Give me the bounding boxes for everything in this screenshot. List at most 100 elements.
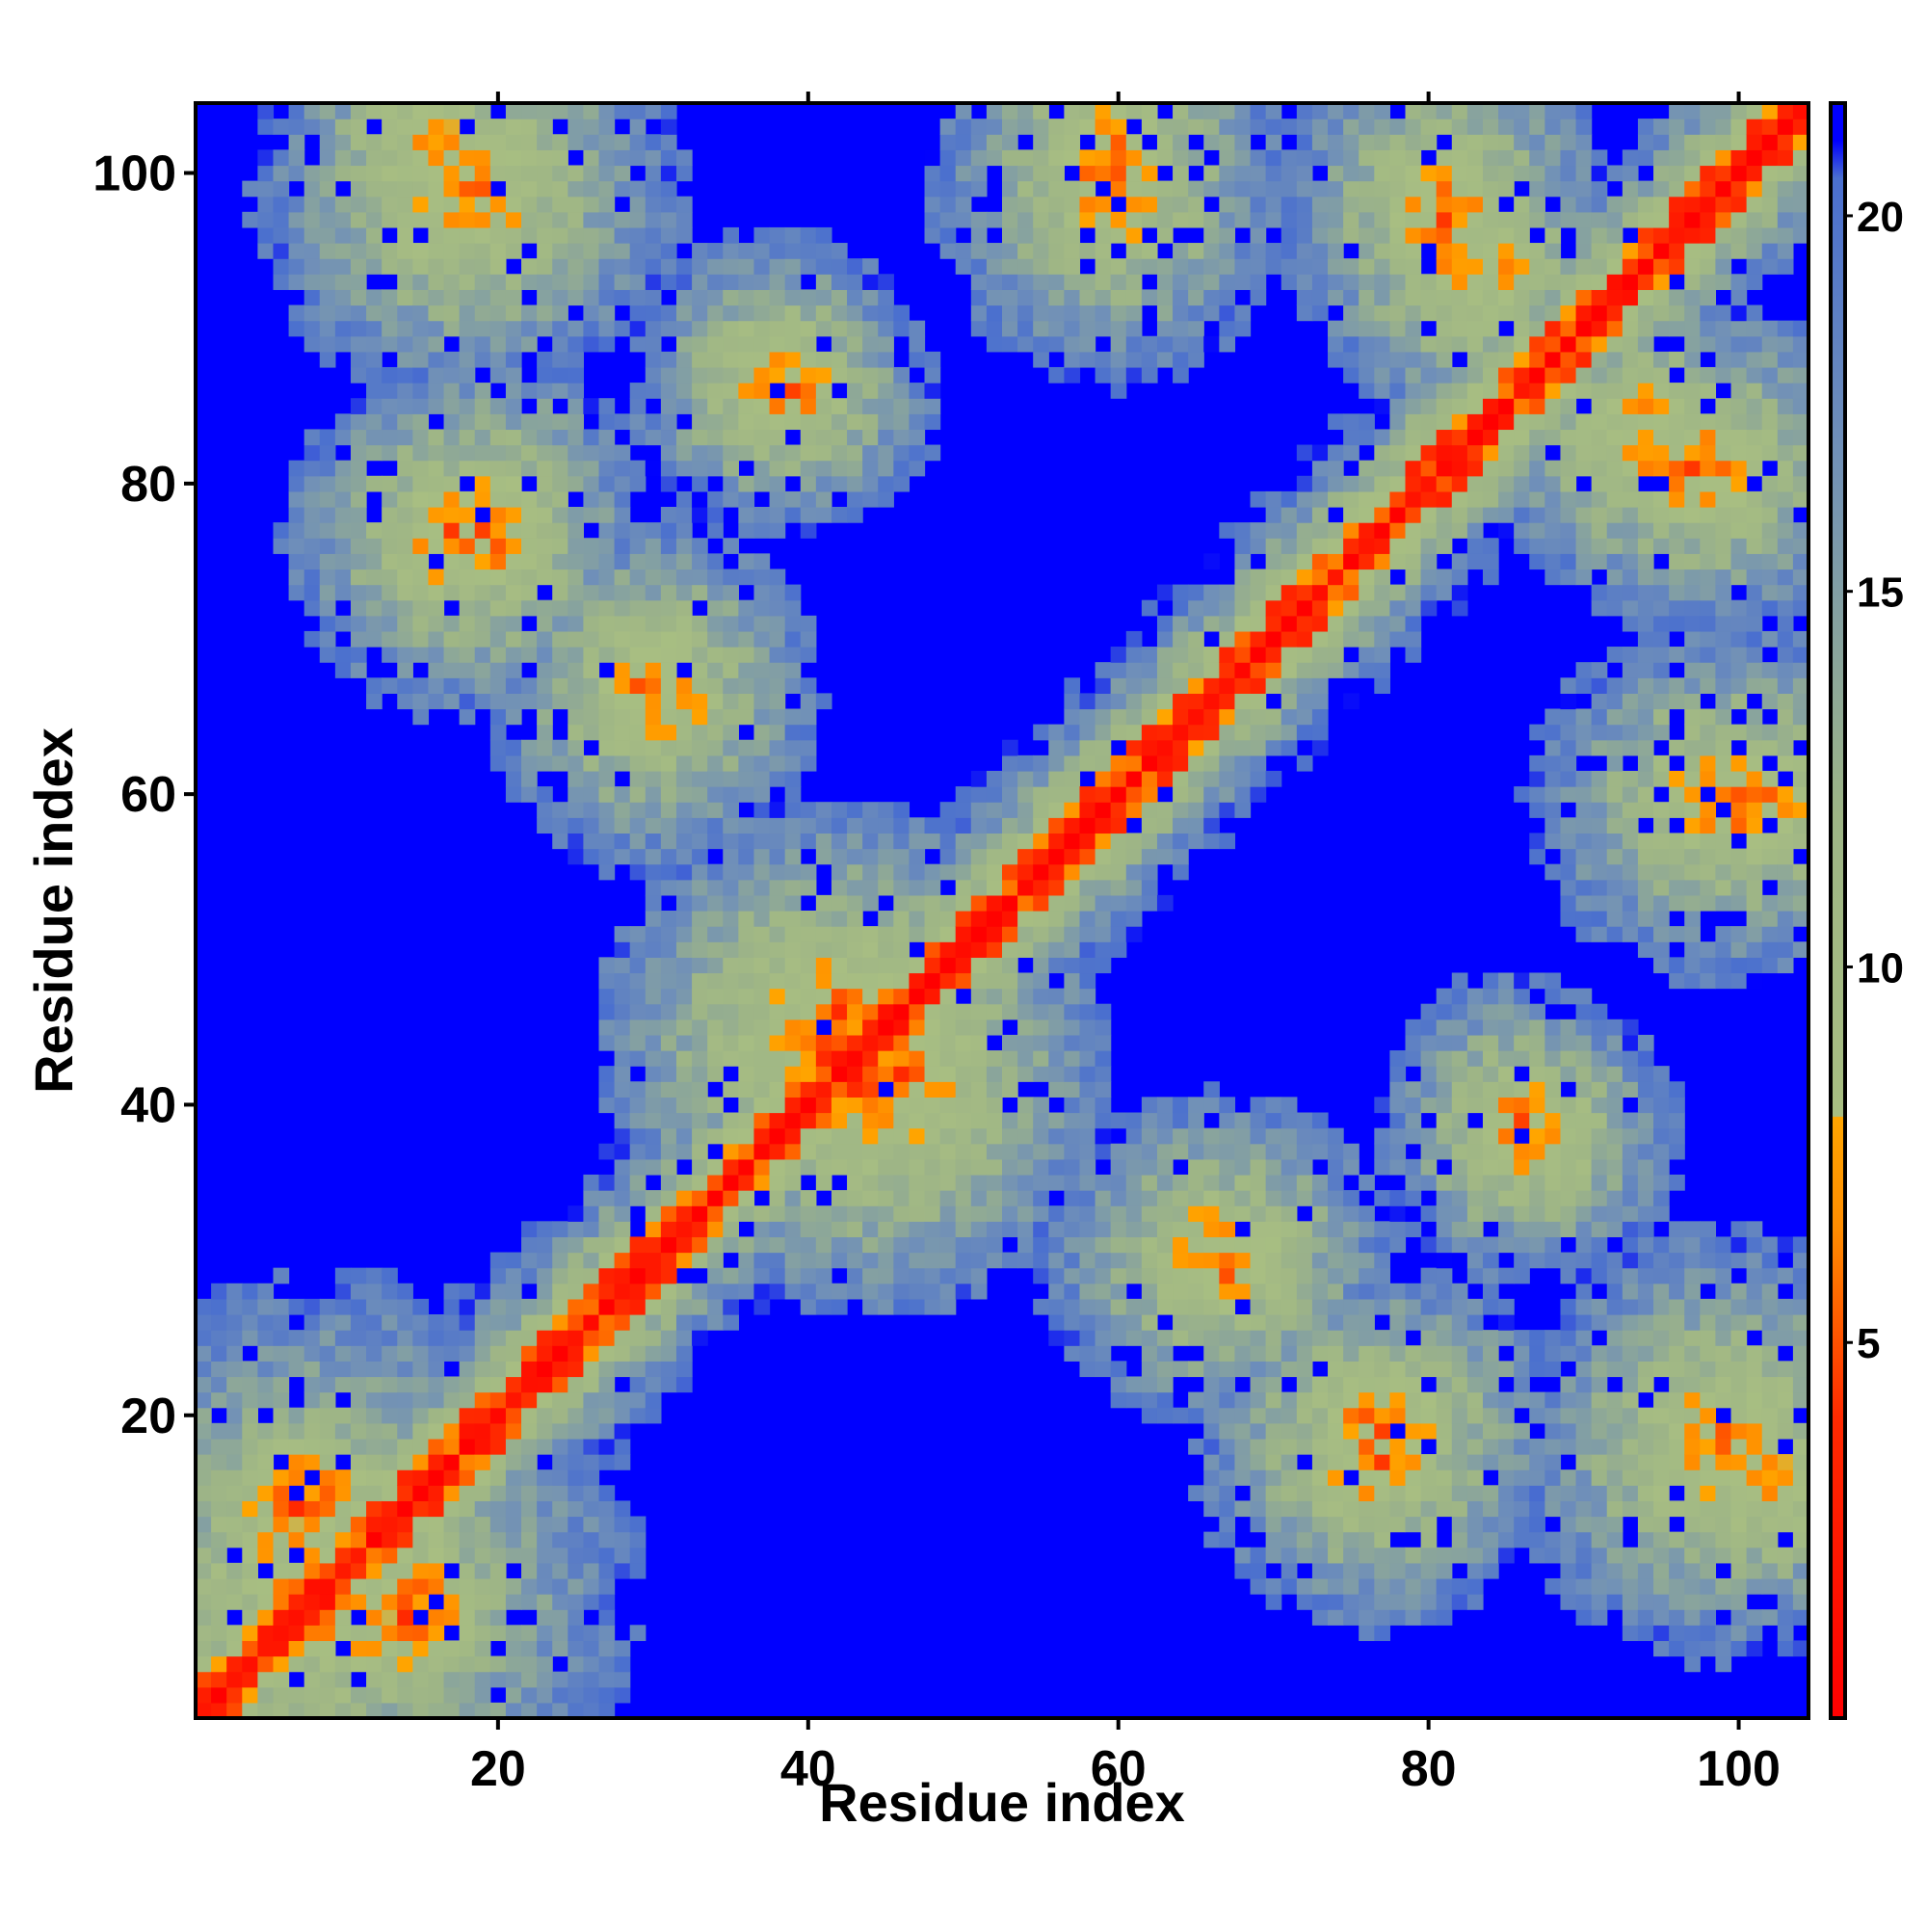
heatmap-cell <box>955 1127 972 1145</box>
heatmap-cell <box>1250 165 1267 182</box>
heatmap-cell <box>1420 1469 1438 1486</box>
heatmap-cell <box>893 863 911 881</box>
heatmap-cell <box>1064 226 1081 244</box>
heatmap-cell <box>1498 335 1515 353</box>
heatmap-cell <box>723 1034 739 1051</box>
heatmap-cell <box>878 957 894 974</box>
heatmap-cell <box>319 226 336 244</box>
heatmap-cell <box>288 1594 305 1610</box>
heatmap-cell <box>645 863 662 881</box>
heatmap-cell <box>660 1034 677 1051</box>
heatmap-cell <box>1280 1283 1298 1300</box>
heatmap-cell <box>1188 708 1204 726</box>
heatmap-cell <box>598 1019 616 1036</box>
heatmap-cell <box>598 304 616 322</box>
heatmap-cell <box>505 1625 522 1642</box>
heatmap-cell <box>1110 941 1127 958</box>
heatmap-cell <box>537 817 553 834</box>
heatmap-cell <box>412 429 430 446</box>
heatmap-cell <box>397 1361 413 1378</box>
heatmap-cell <box>382 1345 398 1362</box>
heatmap-cell <box>552 413 568 431</box>
heatmap-cell <box>1125 708 1143 726</box>
heatmap-cell <box>537 1625 553 1642</box>
heatmap-cell <box>955 1236 972 1254</box>
heatmap-cell <box>1110 1143 1127 1160</box>
heatmap-cell <box>1173 1112 1189 1129</box>
heatmap-cell <box>692 1298 708 1315</box>
heatmap-cell <box>878 1019 894 1036</box>
heatmap-cell <box>1095 911 1112 927</box>
heatmap-cell <box>970 1034 988 1051</box>
heatmap-cell <box>1048 366 1065 384</box>
heatmap-cell <box>1451 1298 1468 1315</box>
heatmap-cell <box>273 538 290 554</box>
heatmap-cell <box>1141 1221 1158 1238</box>
heatmap-cell <box>273 1655 290 1673</box>
heatmap-cell <box>769 1112 786 1129</box>
heatmap-cell <box>738 1283 755 1300</box>
heatmap-cell <box>692 1174 708 1191</box>
heatmap-cell <box>675 584 693 601</box>
heatmap-cell <box>878 817 894 834</box>
heatmap-cell <box>226 1438 243 1455</box>
heatmap-cell <box>1436 1003 1453 1020</box>
heatmap-cell <box>1125 848 1143 865</box>
heatmap-cell <box>1250 490 1267 508</box>
heatmap-cell <box>753 320 771 337</box>
heatmap-cell <box>1203 1221 1220 1238</box>
heatmap-cell <box>1048 848 1065 865</box>
heatmap-cell <box>1405 119 1422 135</box>
heatmap-cell <box>660 211 677 228</box>
heatmap-cell <box>382 1422 398 1440</box>
heatmap-cell <box>1125 320 1143 337</box>
heatmap-cell <box>1482 180 1499 198</box>
heatmap-cell <box>334 1686 352 1704</box>
heatmap-cell <box>815 258 832 275</box>
heatmap-cell <box>955 1190 972 1206</box>
heatmap-cell <box>1436 398 1453 414</box>
heatmap-cell <box>1405 1019 1422 1036</box>
heatmap-cell <box>614 1422 631 1440</box>
heatmap-cell <box>1328 149 1344 167</box>
heatmap-cell <box>955 1081 972 1098</box>
heatmap-cell <box>1280 1236 1298 1254</box>
heatmap-cell <box>1374 398 1391 414</box>
heatmap-cell <box>1405 599 1422 617</box>
heatmap-cell <box>428 1422 445 1440</box>
heatmap-cell <box>1420 444 1438 462</box>
heatmap-cell <box>660 1066 677 1082</box>
heatmap-cell <box>334 119 352 135</box>
heatmap-cell <box>1033 1112 1049 1129</box>
heatmap-cell <box>847 1190 863 1206</box>
heatmap-cell <box>474 615 491 632</box>
heatmap-cell <box>738 957 755 974</box>
heatmap-cell <box>1017 802 1034 818</box>
heatmap-cell <box>939 119 957 135</box>
heatmap-cell <box>1374 1330 1391 1346</box>
heatmap-cell <box>784 1158 802 1176</box>
heatmap-cell <box>1095 662 1112 678</box>
heatmap-cell <box>598 1577 616 1595</box>
heatmap-cell <box>753 770 771 787</box>
heatmap-cell <box>474 490 491 508</box>
heatmap-cell <box>304 1330 321 1346</box>
heatmap-cell <box>769 630 786 648</box>
heatmap-cell <box>1451 1205 1468 1222</box>
heatmap-cell <box>692 786 708 803</box>
heatmap-cell <box>242 1376 258 1393</box>
heatmap-cell <box>1436 1330 1453 1346</box>
heatmap-cell <box>211 1640 227 1657</box>
heatmap-cell <box>583 724 600 741</box>
heatmap-cell <box>1173 289 1189 306</box>
heatmap-cell <box>909 320 926 337</box>
heatmap-cell <box>1359 630 1375 648</box>
heatmap-cell <box>397 630 413 648</box>
heatmap-cell <box>1343 1531 1359 1548</box>
heatmap-cell <box>443 630 461 648</box>
heatmap-cell <box>1234 1190 1252 1206</box>
heatmap-cell <box>1405 1376 1422 1393</box>
heatmap-cell <box>753 304 771 322</box>
heatmap-cell <box>909 413 926 431</box>
heatmap-cell <box>1451 1438 1468 1455</box>
